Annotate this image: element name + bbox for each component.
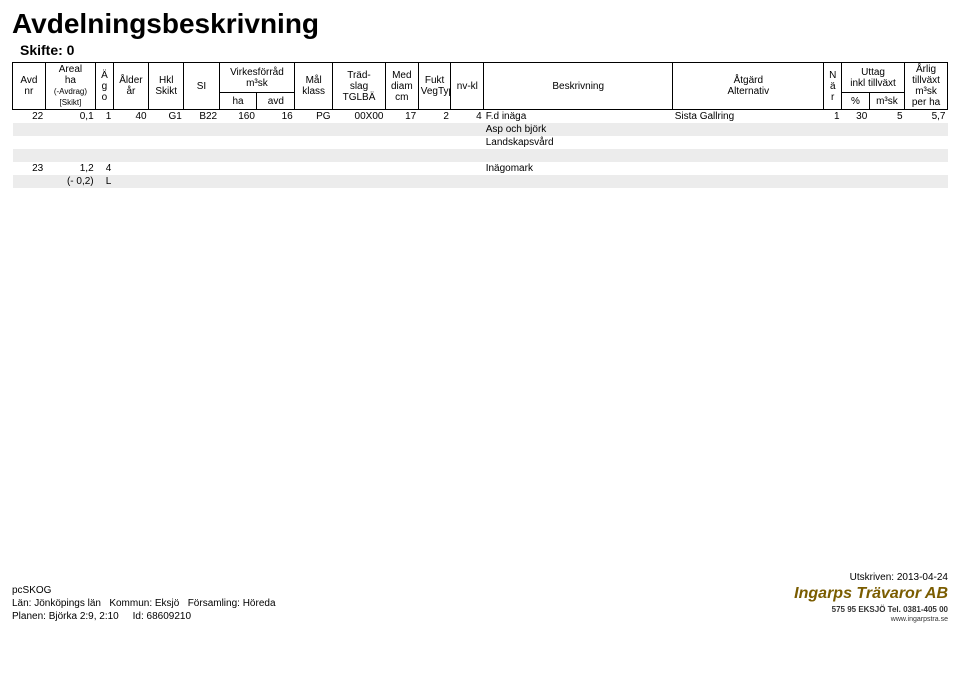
th-arlig: Årligtillväxt m³skper ha xyxy=(905,63,948,110)
table-row: (- 0,2) L xyxy=(13,175,948,188)
th-virke-top: Virkesförrådm³sk xyxy=(219,63,295,93)
th-uttag-m3: m³sk xyxy=(869,93,904,110)
brand-url: www.ingarpstra.se xyxy=(891,616,948,623)
page-footer: pcSKOG Län: Jönköpings län Kommun: Eksjö… xyxy=(12,572,948,623)
th-si: SI xyxy=(184,63,219,110)
th-virke-ha: ha xyxy=(219,93,257,110)
footer-app: pcSKOG xyxy=(12,584,276,597)
footer-kommun: Kommun: Eksjö xyxy=(109,598,179,609)
th-beskr: Beskrivning xyxy=(484,63,673,110)
th-nvkl: nv-kl xyxy=(451,63,484,110)
footer-forsamling: Församling: Höreda xyxy=(188,598,276,609)
table-row: Asp och björk xyxy=(13,123,948,136)
table-row: 22 0,1 1 40 G1 B22 160 16 PG 00X00 17 2 … xyxy=(13,110,948,124)
th-avd-nr: Avdnr xyxy=(13,63,46,110)
th-nar: När xyxy=(824,63,842,110)
th-hkl: HklSkikt xyxy=(149,63,184,110)
th-uttag-pct: % xyxy=(842,93,870,110)
page-title: Avdelningsbeskrivning xyxy=(12,8,948,40)
table-header: Avdnr Areal ha (-Avdrag) [Skikt] Ägo Åld… xyxy=(13,63,948,110)
th-alder: Ålderår xyxy=(113,63,148,110)
table-row: Landskapsvård xyxy=(13,136,948,149)
th-fukt: FuktVegTyp xyxy=(418,63,451,110)
th-atgard: ÅtgärdAlternativ xyxy=(673,63,824,110)
th-virke-avd: avd xyxy=(257,93,295,110)
th-trad: Träd-slagTGLBÄ xyxy=(333,63,386,110)
footer-id: Id: 68609210 xyxy=(133,611,191,622)
blank-space xyxy=(12,188,948,568)
footer-printed: Utskriven: 2013-04-24 xyxy=(850,572,948,583)
th-uttag-top: Uttaginkl tillväxt xyxy=(842,63,905,93)
footer-planen: Planen: Björka 2:9, 2:10 xyxy=(12,611,119,622)
th-med: Meddiamcm xyxy=(385,63,418,110)
page-subtitle: Skifte: 0 xyxy=(20,42,948,58)
th-mal: Målklass xyxy=(295,63,333,110)
brand-address: 575 95 EKSJÖ Tel. 0381-405 00 xyxy=(832,605,948,614)
brand-logo: Ingarps Trävaror AB xyxy=(794,585,948,603)
footer-lan: Län: Jönköpings län xyxy=(12,598,101,609)
th-ago: Ägo xyxy=(96,63,114,110)
table-row xyxy=(13,149,948,162)
table-row: 23 1,2 4 Inägomark xyxy=(13,162,948,175)
th-areal: Areal ha (-Avdrag) [Skikt] xyxy=(45,63,95,110)
data-table: Avdnr Areal ha (-Avdrag) [Skikt] Ägo Åld… xyxy=(12,62,948,188)
